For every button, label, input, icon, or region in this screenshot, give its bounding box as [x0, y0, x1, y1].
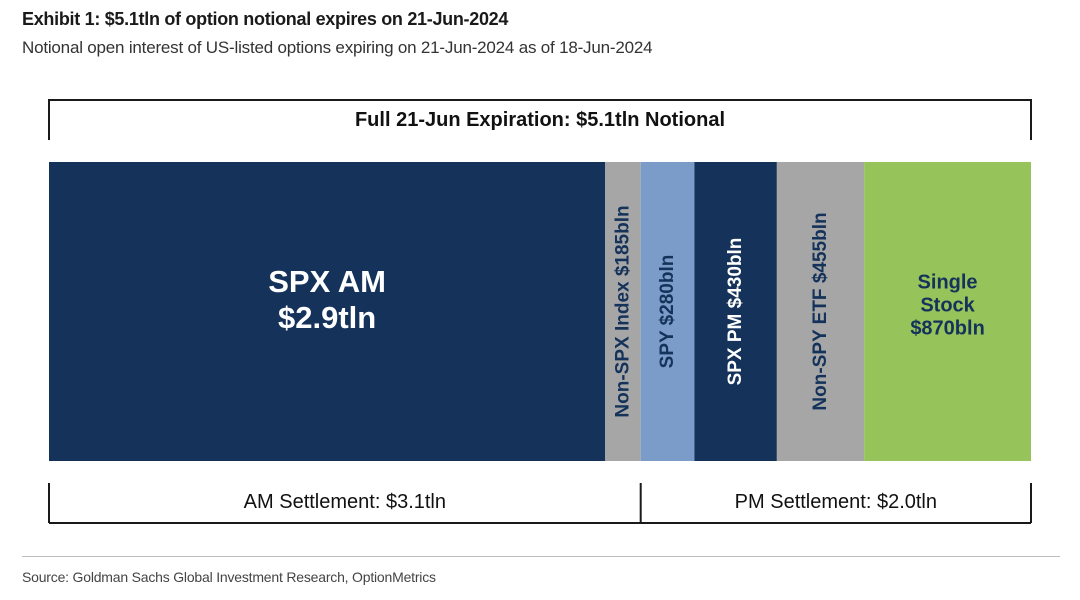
- chart-title: Exhibit 1: $5.1tln of option notional ex…: [22, 9, 509, 29]
- segment-label-non-spx-index: Non-SPX Index $185bln: [612, 205, 633, 417]
- segment-label-non-spy-etf: Non-SPY ETF $455bln: [810, 212, 831, 410]
- segment-spx-pm: [694, 162, 777, 461]
- total-label: Full 21-Jun Expiration: $5.1tln Notional: [355, 109, 725, 131]
- segment-label-spy: SPY $280bln: [657, 255, 678, 369]
- segment-label-single-stock: Stock: [920, 295, 975, 317]
- segment-label-spx-pm: SPX PM $430bln: [725, 238, 746, 386]
- pm-settlement-label: PM Settlement: $2.0tln: [735, 491, 937, 513]
- segment-single-stock: [864, 162, 1031, 461]
- total-bracket: [48, 99, 1032, 140]
- am-settlement-label: AM Settlement: $3.1tln: [244, 491, 446, 513]
- chart-subtitle: Notional open interest of US-listed opti…: [22, 38, 653, 57]
- segment-label-spx-am: $2.9tln: [278, 300, 376, 335]
- segment-label-single-stock: Single: [918, 272, 978, 294]
- segment-label-single-stock: $870bln: [910, 318, 984, 340]
- marimekko-chart: Full 21-Jun Expiration: $5.1tln Notional…: [48, 99, 1032, 524]
- source-note: Source: Goldman Sachs Global Investment …: [22, 569, 436, 585]
- segment-label-spx-am: SPX AM: [268, 264, 386, 299]
- segment-non-spx-index: [605, 162, 641, 461]
- source-divider: [22, 556, 1060, 557]
- segment-spx-am: [49, 162, 606, 461]
- segment-spy: [640, 162, 695, 461]
- segment-non-spy-etf: [776, 162, 865, 461]
